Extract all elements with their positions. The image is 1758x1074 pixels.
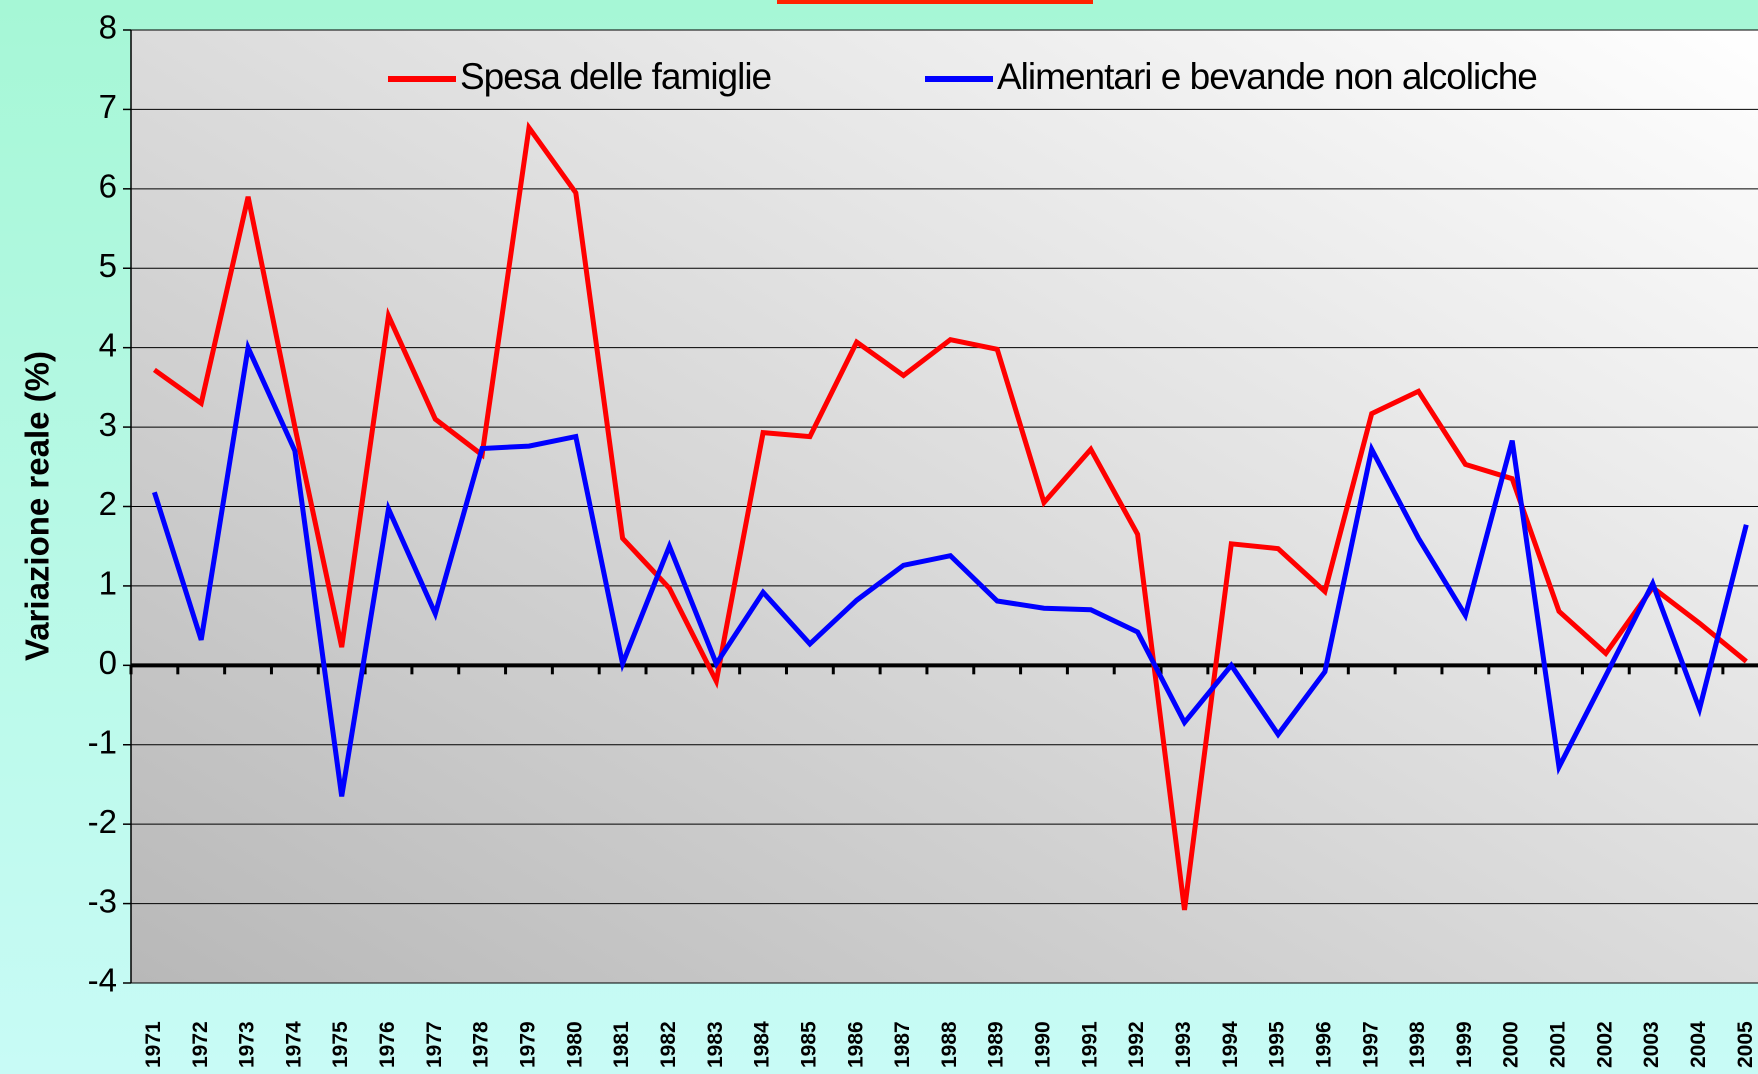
y-tick-label: 5 (99, 247, 117, 284)
x-tick-label: 2003 (1640, 1021, 1663, 1068)
x-tick-label: 1983 (704, 1021, 727, 1068)
y-tick-label: 1 (99, 565, 117, 602)
x-tick-label: 1993 (1172, 1021, 1195, 1068)
x-tick-label: 1985 (797, 1021, 820, 1068)
x-tick-label: 1979 (517, 1021, 540, 1068)
x-tick-label: 2005 (1734, 1021, 1757, 1068)
x-tick-label: 1999 (1453, 1021, 1476, 1068)
y-tick-label: -4 (88, 962, 117, 999)
x-tick-label: 1976 (376, 1021, 399, 1068)
x-tick-label: 1982 (657, 1021, 680, 1068)
x-tick-label: 1992 (1125, 1021, 1148, 1068)
x-tick-label: 1986 (844, 1021, 867, 1068)
x-tick-label: 1988 (938, 1021, 961, 1068)
x-tick-label: 2004 (1687, 1021, 1710, 1068)
x-tick-label: 2002 (1593, 1021, 1616, 1068)
x-tick-label: 1998 (1406, 1021, 1429, 1068)
y-tick-label: 4 (99, 326, 117, 363)
series-line (152, 121, 1748, 911)
y-tick-label: 3 (99, 406, 117, 443)
legend-label: Spesa delle famiglie (460, 56, 771, 97)
x-tick-label: 1980 (563, 1021, 586, 1068)
y-tick-label: 8 (99, 9, 117, 46)
x-tick-label: 1997 (1359, 1021, 1382, 1068)
x-tick-label: 1972 (189, 1021, 212, 1068)
x-tick-label: 1971 (142, 1021, 165, 1068)
x-tick-label: 1994 (1219, 1021, 1242, 1068)
y-tick-label: -3 (88, 882, 117, 919)
y-axis-label: Variazione reale (%) (19, 351, 56, 661)
x-tick-label: 1989 (985, 1021, 1008, 1068)
x-tick-label: 1977 (423, 1021, 446, 1068)
title-bar (777, 0, 1093, 4)
x-tick-label: 2000 (1500, 1021, 1523, 1068)
legend-label: Alimentari e bevande non alcoliche (997, 56, 1537, 97)
x-tick-label: 1984 (751, 1021, 774, 1068)
x-tick-label: 1978 (470, 1021, 493, 1068)
x-tick-label: 1991 (1078, 1021, 1101, 1068)
x-tick-label: 1981 (610, 1021, 633, 1068)
x-tick-label: 1990 (1032, 1021, 1055, 1068)
x-tick-label: 2001 (1547, 1021, 1570, 1068)
series-line (152, 339, 1749, 797)
y-tick-label: 6 (99, 168, 117, 205)
y-tick-label: -1 (88, 723, 117, 760)
x-tick-label: 1987 (891, 1021, 914, 1068)
x-tick-label: 1973 (236, 1021, 259, 1068)
x-tick-label: 1974 (282, 1021, 305, 1068)
y-tick-label: -2 (88, 803, 117, 840)
x-tick-label: 1996 (1312, 1021, 1335, 1068)
y-tick-label: 7 (99, 88, 117, 125)
y-tick-label: 2 (99, 485, 117, 522)
x-tick-label: 1975 (329, 1021, 352, 1068)
y-tick-label: 0 (99, 644, 117, 681)
x-tick-label: 1995 (1266, 1021, 1289, 1068)
